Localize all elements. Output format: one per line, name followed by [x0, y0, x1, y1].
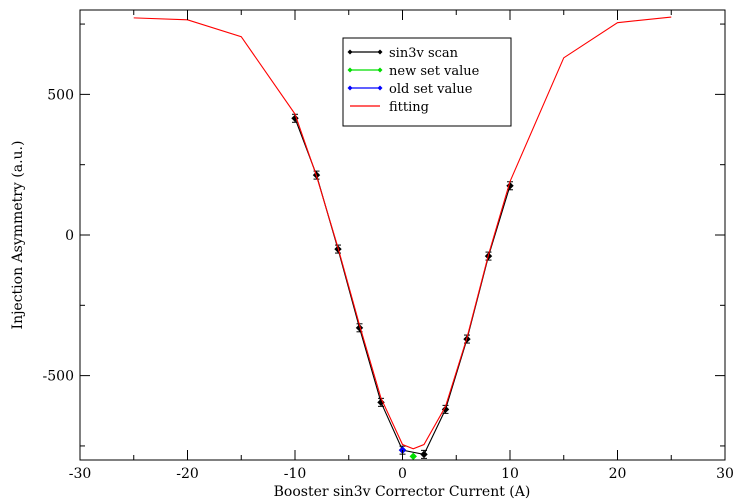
- legend-label-new-set-value: new set value: [389, 64, 480, 79]
- y-tick-label: 500: [47, 87, 74, 103]
- series-fitting: [133, 16, 672, 450]
- data-point: [409, 452, 417, 460]
- legend: sin3v scan new set value old set value fitt…: [342, 37, 512, 127]
- legend-label-sin3v-scan: sin3v scan: [389, 46, 459, 61]
- legend-label-fitting: fitting: [389, 100, 429, 115]
- series-layer: [133, 16, 672, 460]
- y-tick-label: 0: [65, 228, 74, 244]
- x-tick-label: 30: [716, 466, 734, 482]
- legend-box: [342, 37, 512, 127]
- x-tick-label: 0: [398, 466, 407, 482]
- x-axis-label: Booster sin3v Corrector Current (A): [274, 484, 531, 500]
- x-tick-label: -30: [69, 466, 92, 482]
- data-point: [420, 450, 428, 459]
- series-new-set-value: [409, 452, 417, 460]
- x-tick-label: 20: [609, 466, 627, 482]
- x-tick-label: 10: [501, 466, 519, 482]
- legend-marker: [347, 67, 353, 73]
- x-tick-label: -20: [176, 466, 199, 482]
- series-line-fitting: [133, 16, 672, 450]
- legend-label-old-set-value: old set value: [389, 82, 473, 97]
- legend-marker: [347, 85, 353, 91]
- legend-marker: [377, 49, 383, 55]
- x-tick-label: -10: [284, 466, 307, 482]
- legend-marker: [347, 49, 353, 55]
- legend-marker: [377, 85, 383, 91]
- axes-layer: -30 -20 -10 0 10 20 30 -500 0 500: [43, 10, 734, 482]
- y-axis-label: Injection Asymmetry (a.u.): [10, 141, 26, 330]
- data-point: [441, 405, 450, 414]
- y-tick-label: -500: [43, 369, 74, 385]
- legend-marker: [377, 67, 383, 73]
